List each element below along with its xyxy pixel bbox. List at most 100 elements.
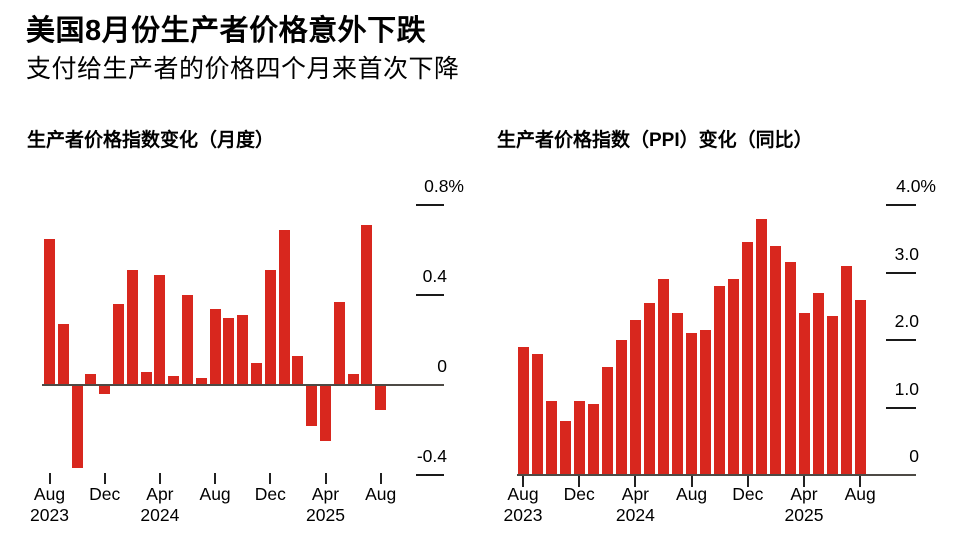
bar-jun-2024: [182, 295, 193, 385]
y-tick-line: [416, 204, 444, 206]
y-tick-line: [886, 406, 916, 409]
y-axis-label: 0: [909, 446, 919, 466]
bar-mar-2024: [140, 371, 152, 385]
bar-aug-2024: [209, 308, 221, 385]
bar-oct-2023: [545, 400, 557, 476]
x-axis-label-year: 2023: [503, 505, 543, 525]
bar-sep-2024: [700, 329, 712, 475]
x-axis-label-year: 2025: [784, 505, 824, 525]
x-axis-label-month: Aug: [199, 484, 231, 504]
bar-feb-2025: [770, 245, 782, 475]
x-tick-mark: [269, 473, 272, 484]
subheadline: 支付给生产者的价格四个月来首次下降: [26, 55, 460, 83]
bar-sep-2024: [223, 317, 235, 385]
x-tick-mark: [379, 473, 382, 484]
y-axis-label: 2.0: [894, 311, 919, 331]
bar-may-2024: [168, 376, 180, 385]
bar-apr-2024: [154, 274, 166, 386]
bar-oct-2024: [714, 286, 726, 475]
bar-may-2024: [644, 302, 655, 475]
y-axis-label: 0: [437, 356, 447, 376]
x-axis-label-month: Dec: [89, 484, 121, 504]
bar-jan-2025: [756, 218, 768, 475]
x-tick-mark: [859, 476, 862, 487]
bar-apr-2024: [629, 319, 641, 476]
bar-mar-2024: [615, 340, 627, 475]
x-axis-line: [517, 474, 916, 476]
x-axis-label-year: 2023: [30, 505, 69, 525]
bar-sep-2023: [57, 324, 69, 386]
x-axis-label-year: 2024: [140, 505, 180, 525]
x-tick-mark: [803, 476, 805, 487]
bar-dec-2024: [264, 270, 276, 386]
x-axis-label-month: Apr: [146, 484, 174, 504]
x-axis-label-month: Dec: [563, 484, 595, 504]
chart-title-yoy: 生产者价格指数（PPI）变化（同比）: [497, 130, 813, 151]
bar-jul-2024: [195, 378, 207, 386]
bar-aug-2023: [44, 238, 55, 386]
x-axis-label-year: 2024: [615, 505, 655, 525]
bar-dec-2023: [573, 400, 585, 476]
x-tick-mark: [48, 473, 51, 484]
x-axis-label-month: Dec: [732, 484, 764, 504]
bar-jun-2025: [826, 316, 838, 475]
x-tick-mark: [522, 476, 524, 487]
bar-jan-2025: [278, 229, 290, 386]
y-axis-label: 0.4: [422, 266, 447, 286]
bar-jan-2024: [113, 304, 124, 385]
chart-title-monthly: 生产者价格指数变化（月度）: [27, 130, 275, 151]
bar-feb-2024: [126, 270, 138, 386]
x-tick-mark: [634, 476, 637, 487]
bar-aug-2025: [375, 385, 387, 410]
bar-jul-2025: [840, 265, 852, 476]
x-axis-label-month: Aug: [676, 484, 708, 504]
x-axis-label-year: 2025: [306, 505, 345, 525]
x-tick-mark: [214, 473, 217, 484]
x-axis-label-month: Aug: [365, 484, 397, 504]
x-axis-label-month: Apr: [311, 484, 340, 504]
x-axis-label-month: Apr: [621, 484, 649, 504]
bar-nov-2023: [559, 421, 571, 475]
bar-feb-2025: [292, 355, 304, 386]
bar-jan-2024: [587, 404, 599, 475]
bar-mar-2025: [306, 385, 318, 426]
x-tick-mark: [158, 473, 161, 484]
bar-apr-2025: [320, 385, 331, 442]
y-tick-line: [886, 204, 916, 206]
y-axis-label: 0.8%: [424, 176, 464, 196]
headline: 美国8月份生产者价格意外下跌: [26, 15, 427, 47]
bar-nov-2024: [251, 362, 262, 385]
bar-oct-2024: [237, 315, 249, 386]
bar-jul-2025: [361, 225, 373, 386]
bar-aug-2023: [517, 346, 529, 476]
y-tick-line: [416, 474, 444, 476]
x-axis-label-month: Apr: [790, 484, 818, 504]
y-tick-line: [416, 294, 444, 296]
y-axis-label: 4.0%: [896, 176, 936, 196]
bar-may-2025: [333, 301, 345, 386]
bar-apr-2025: [798, 313, 810, 475]
y-axis-label: 1.0: [894, 378, 919, 399]
x-axis-label-month: Dec: [254, 484, 286, 504]
bar-jun-2025: [347, 373, 359, 386]
y-axis-label: 3.0: [894, 243, 919, 264]
x-tick-mark: [103, 473, 106, 484]
bar-aug-2025: [854, 299, 866, 475]
bar-sep-2023: [531, 353, 543, 475]
x-axis-label-month: Aug: [844, 484, 876, 504]
x-tick-mark: [324, 473, 327, 484]
bar-dec-2024: [742, 242, 754, 475]
bar-feb-2024: [601, 367, 613, 475]
bar-mar-2025: [784, 262, 796, 475]
x-tick-mark: [746, 476, 749, 487]
x-axis-label-month: Aug: [33, 484, 66, 504]
bar-aug-2024: [686, 333, 698, 476]
x-tick-mark: [578, 476, 581, 487]
x-axis-label-month: Aug: [507, 484, 539, 504]
y-tick-line: [886, 271, 916, 274]
bar-dec-2023: [99, 385, 111, 394]
bar-nov-2023: [85, 373, 97, 386]
bar-nov-2024: [728, 279, 740, 476]
y-axis-label: -0.4: [416, 446, 447, 466]
